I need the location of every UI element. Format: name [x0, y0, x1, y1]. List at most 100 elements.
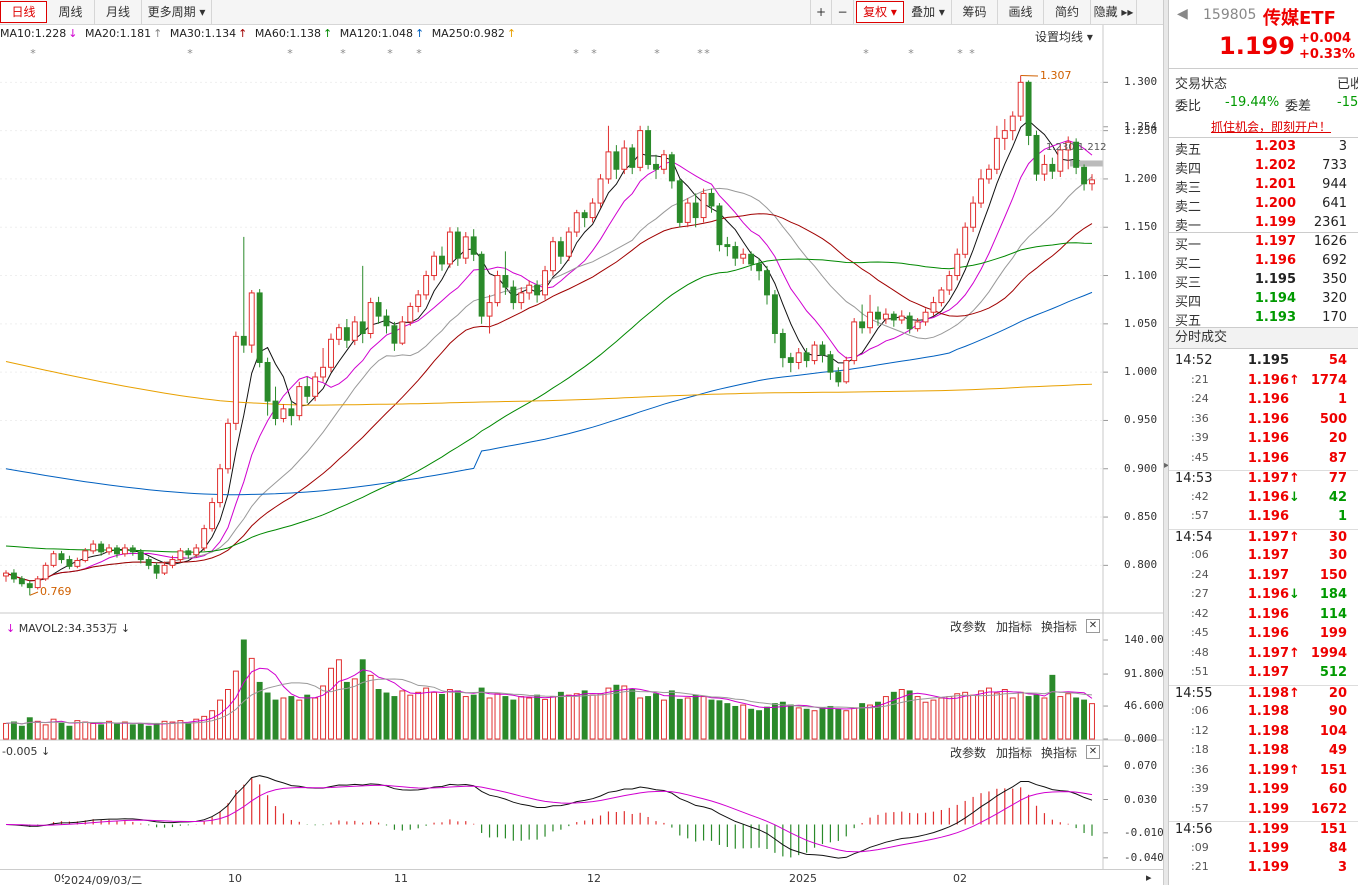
macd-close-icon[interactable]: ✕: [1086, 745, 1100, 759]
panel-divider[interactable]: ▸: [1163, 0, 1170, 885]
tick-row: :51 1.197 512: [1169, 665, 1358, 684]
candle-body: [478, 253, 485, 317]
volume-bar: [256, 681, 263, 740]
volume-axis-label: 140.000: [1124, 633, 1171, 646]
order-book-row[interactable]: 买四 1.194 320: [1169, 291, 1358, 310]
candle: [954, 248, 961, 281]
volume-bar: [34, 720, 41, 740]
overlay-dropdown[interactable]: 叠加 ▾: [905, 0, 952, 25]
order-book-row[interactable]: 卖五 1.203 3: [1169, 139, 1358, 158]
volume-bar: [439, 693, 445, 740]
volume-bar: [692, 694, 699, 740]
candlestick-chart[interactable]: * * * * * * * * * * * * * * *: [0, 0, 1163, 885]
order-book-level-label: 卖四: [1175, 162, 1202, 177]
tick-row: :24 1.197 150: [1169, 568, 1358, 587]
tick-row: :12 1.198 104: [1169, 724, 1358, 743]
volume-bar: [946, 696, 953, 740]
zoom-out-button[interactable]: −: [832, 0, 854, 25]
candle: [320, 347, 327, 382]
candle: [98, 541, 105, 556]
volume-bar: [161, 720, 168, 740]
volume-bar: [169, 721, 176, 740]
collapse-handle-icon[interactable]: ▸: [1164, 460, 1170, 471]
event-star-icon: *: [287, 47, 293, 60]
volume-bar: [732, 705, 739, 740]
candle: [890, 311, 897, 327]
candle-body: [843, 360, 850, 383]
order-book-row[interactable]: 买三 1.195 350: [1169, 272, 1358, 291]
draw-line-button[interactable]: 画线: [998, 0, 1044, 25]
candle-body: [137, 551, 144, 561]
candle: [985, 164, 992, 184]
vol-add-indicator-button[interactable]: 加指标: [996, 620, 1033, 634]
candle: [565, 227, 572, 262]
volume-bar: [708, 699, 715, 740]
tick-price: 1.198: [1247, 685, 1289, 701]
candle: [732, 241, 739, 266]
volume-bar: [629, 689, 636, 740]
volume-bar: [106, 720, 113, 740]
event-star-icon: *: [573, 47, 579, 60]
more-periods-dropdown[interactable]: 更多周期 ▾: [142, 0, 212, 25]
vol-close-icon[interactable]: ✕: [1086, 619, 1100, 633]
moving-averages: [5, 75, 1103, 596]
order-book-row[interactable]: 买五 1.193 170: [1169, 310, 1358, 329]
low-price-label: 0.769: [40, 585, 72, 598]
volume-bar: [621, 685, 628, 740]
volume-bar: [391, 696, 398, 740]
order-book-row[interactable]: 买一 1.197 1626: [1169, 234, 1358, 253]
macd-params-button[interactable]: 改参数: [950, 746, 987, 760]
candle-body: [534, 284, 541, 296]
candle: [256, 289, 263, 368]
chips-button[interactable]: 筹码: [952, 0, 998, 25]
candle: [359, 265, 366, 344]
order-book-row[interactable]: 卖四 1.202 733: [1169, 158, 1358, 177]
order-book-row[interactable]: 买二 1.196 692: [1169, 253, 1358, 272]
open-account-link[interactable]: 抓住机会，即刻开户！: [1211, 120, 1332, 134]
volume-bar: [779, 701, 786, 740]
trade-status-label: 交易状态: [1175, 77, 1228, 92]
adjust-dropdown[interactable]: 复权 ▾: [856, 1, 904, 23]
order-book-row[interactable]: 卖三 1.201 944: [1169, 177, 1358, 196]
candle: [288, 401, 295, 426]
zoom-in-button[interactable]: +: [810, 0, 832, 25]
hide-panel-button[interactable]: 隐藏 ▸▸: [1091, 0, 1137, 25]
vol-params-button[interactable]: 改参数: [950, 620, 987, 634]
macd-switch-indicator-button[interactable]: 换指标: [1041, 746, 1078, 760]
candle-body: [526, 284, 533, 294]
candle-body: [1033, 134, 1040, 175]
volume-axis-label: 91.800: [1124, 667, 1164, 681]
tick-price: 1.199: [1247, 860, 1289, 875]
volume-bar: [90, 722, 97, 740]
candle-body: [756, 263, 763, 272]
mavol10-line: [5, 678, 1093, 725]
back-arrow-icon[interactable]: ◀: [1177, 6, 1188, 22]
ma-settings-button[interactable]: 设置均线 ▾: [1035, 30, 1093, 44]
event-star-icon: *: [654, 47, 660, 60]
volume-axis-label: 0.000: [1124, 732, 1158, 745]
candle: [66, 555, 73, 570]
tick-time: :12: [1191, 723, 1209, 737]
volume-bar: [26, 717, 33, 740]
period-tab-weekly[interactable]: 周线: [47, 0, 95, 25]
candle-body: [550, 241, 556, 272]
macd-add-indicator-button[interactable]: 加指标: [996, 746, 1033, 760]
period-tab-monthly[interactable]: 月线: [95, 0, 142, 25]
candle: [169, 555, 176, 569]
candle-body: [565, 231, 572, 257]
tick-time: 14:53: [1175, 471, 1213, 486]
vol-switch-indicator-button[interactable]: 换指标: [1041, 620, 1078, 634]
simple-mode-button[interactable]: 简约: [1044, 0, 1091, 25]
period-tab-daily[interactable]: 日线: [0, 1, 47, 23]
order-book-row[interactable]: 卖一 1.199 2361: [1169, 215, 1358, 234]
order-book-row[interactable]: 卖二 1.200 641: [1169, 196, 1358, 215]
candle-body: [724, 244, 731, 248]
tick-price: 1.196: [1247, 606, 1289, 622]
scroll-right-icon[interactable]: ▸: [1146, 871, 1152, 884]
mavol5-line: [5, 667, 1093, 725]
order-book-volume: 1626: [1313, 234, 1347, 249]
candle-body: [486, 302, 493, 317]
volume-bar: [193, 718, 200, 740]
volume-bar: [343, 681, 350, 740]
tick-price: 1.197: [1247, 567, 1289, 583]
